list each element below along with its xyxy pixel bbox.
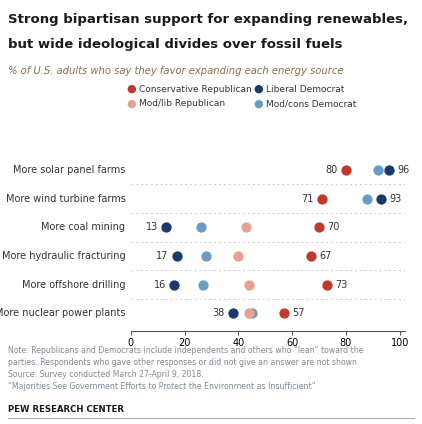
- Text: More nuclear power plants: More nuclear power plants: [0, 309, 125, 318]
- Text: ●: ●: [127, 99, 136, 109]
- Point: [316, 224, 322, 231]
- Point: [324, 282, 330, 288]
- Text: 80: 80: [326, 165, 338, 175]
- Text: 71: 71: [301, 194, 314, 204]
- Text: Note: Republicans and Democrats include independents and others who “lean” towar: Note: Republicans and Democrats include …: [8, 346, 364, 391]
- Text: 73: 73: [335, 280, 348, 290]
- Point: [230, 310, 236, 317]
- Text: Mod/lib Republican: Mod/lib Republican: [139, 99, 225, 109]
- Text: ●: ●: [127, 84, 136, 94]
- Point: [281, 310, 287, 317]
- Text: More offshore drilling: More offshore drilling: [22, 280, 125, 290]
- Text: 67: 67: [319, 251, 331, 261]
- Text: Strong bipartisan support for expanding renewables,: Strong bipartisan support for expanding …: [8, 13, 408, 26]
- Point: [343, 167, 349, 173]
- Text: More coal mining: More coal mining: [41, 222, 125, 232]
- Text: 70: 70: [327, 222, 340, 232]
- Point: [246, 310, 252, 317]
- Text: 13: 13: [146, 222, 158, 232]
- Text: % of U.S. adults who say they favor expanding each energy source: % of U.S. adults who say they favor expa…: [8, 66, 344, 76]
- Point: [200, 282, 207, 288]
- Text: 17: 17: [156, 251, 168, 261]
- Text: Mod/cons Democrat: Mod/cons Democrat: [266, 99, 356, 109]
- Point: [378, 195, 384, 202]
- Text: 96: 96: [397, 165, 409, 175]
- Text: More solar panel farms: More solar panel farms: [13, 165, 125, 175]
- Text: 93: 93: [389, 194, 401, 204]
- Point: [249, 310, 255, 317]
- Point: [170, 282, 177, 288]
- Point: [235, 253, 242, 259]
- Text: More wind turbine farms: More wind turbine farms: [5, 194, 125, 204]
- Point: [318, 195, 325, 202]
- Point: [197, 224, 204, 231]
- Text: 57: 57: [292, 309, 305, 318]
- Text: PEW RESEARCH CENTER: PEW RESEARCH CENTER: [8, 405, 124, 414]
- Point: [173, 253, 180, 259]
- Text: 38: 38: [213, 309, 225, 318]
- Text: ●: ●: [253, 84, 263, 94]
- Point: [243, 224, 250, 231]
- Point: [308, 253, 314, 259]
- Text: More hydraulic fracturing: More hydraulic fracturing: [2, 251, 125, 261]
- Point: [162, 224, 169, 231]
- Point: [364, 195, 371, 202]
- Point: [203, 253, 209, 259]
- Text: 16: 16: [154, 280, 166, 290]
- Text: but wide ideological divides over fossil fuels: but wide ideological divides over fossil…: [8, 38, 343, 51]
- Text: ●: ●: [253, 99, 263, 109]
- Point: [375, 167, 381, 173]
- Text: Conservative Republican: Conservative Republican: [139, 84, 252, 94]
- Point: [246, 282, 252, 288]
- Point: [386, 167, 392, 173]
- Text: Liberal Democrat: Liberal Democrat: [266, 84, 344, 94]
